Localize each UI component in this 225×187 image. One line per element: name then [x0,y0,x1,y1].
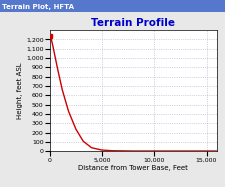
X-axis label: Distance from Tower Base, Feet: Distance from Tower Base, Feet [78,165,187,171]
Title: Terrain Profile: Terrain Profile [91,18,175,28]
Text: Terrain Plot, HFTA: Terrain Plot, HFTA [2,4,74,10]
Y-axis label: Height, feet ASL: Height, feet ASL [17,62,23,119]
